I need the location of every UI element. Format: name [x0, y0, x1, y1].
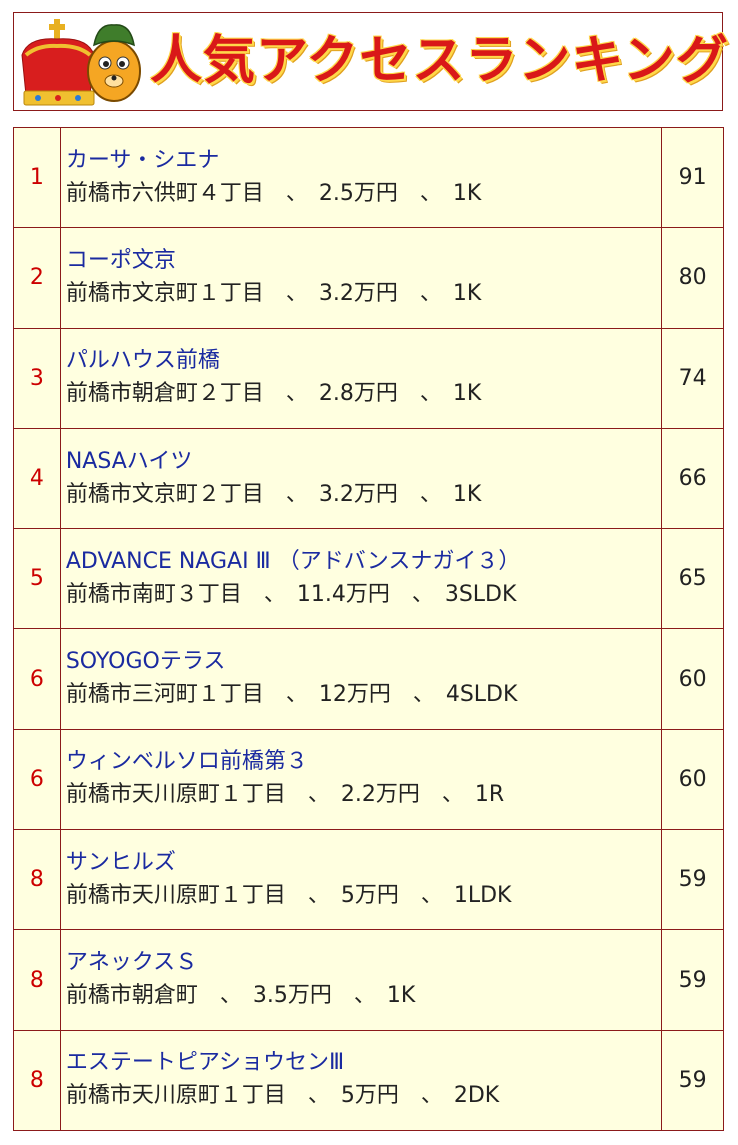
- property-name-link[interactable]: カーサ・シエナ: [65, 147, 220, 173]
- property-name-link[interactable]: エステートピアショウセンⅢ: [65, 1050, 345, 1076]
- property-detail: 前橋市文京町１丁目 、 3.2万円 、 1K: [65, 280, 482, 306]
- rank-number: 6: [13, 628, 61, 730]
- ranking-title: 人気アクセスランキング: [150, 31, 729, 91]
- table-row: 6 SOYOGOテラス 前橋市三河町１丁目 、 12万円 、 4SLDK 60: [13, 628, 724, 730]
- table-row: 4 NASAハイツ 前橋市文京町２丁目 、 3.2万円 、 1K 66: [13, 427, 724, 530]
- table-row: 3 パルハウス前橋 前橋市朝倉町２丁目 、 2.8万円 、 1K 74: [13, 327, 724, 429]
- ranking-table: 1 カーサ・シエナ 前橋市六供町４丁目 、 2.5万円 、 1K 91 2 コー…: [13, 126, 724, 1131]
- property-name-link[interactable]: パルハウス前橋: [65, 348, 220, 374]
- rank-number: 8: [13, 929, 61, 1031]
- property-detail: 前橋市朝倉町 、 3.5万円 、 1K: [65, 983, 416, 1009]
- rank-number: 1: [13, 126, 61, 229]
- property-detail: 前橋市南町３丁目 、 11.4万円 、 3SLDK: [65, 581, 517, 607]
- property-detail: 前橋市六供町４丁目 、 2.5万円 、 1K: [65, 180, 482, 206]
- property-info: NASAハイツ 前橋市文京町２丁目 、 3.2万円 、 1K: [59, 427, 663, 530]
- rank-number: 5: [13, 528, 61, 630]
- property-info: ウィンベルソロ前橋第３ 前橋市天川原町１丁目 、 2.2万円 、 1R: [59, 728, 663, 831]
- property-detail: 前橋市天川原町１丁目 、 2.2万円 、 1R: [65, 782, 505, 808]
- table-row: 1 カーサ・シエナ 前橋市六供町４丁目 、 2.5万円 、 1K 91: [13, 126, 724, 229]
- rank-number: 8: [13, 829, 61, 931]
- table-row: 6 ウィンベルソロ前橋第３ 前橋市天川原町１丁目 、 2.2万円 、 1R 60: [13, 728, 724, 831]
- table-row: 2 コーポ文京 前橋市文京町１丁目 、 3.2万円 、 1K 80: [13, 227, 724, 329]
- rank-number: 3: [13, 327, 61, 429]
- property-detail: 前橋市天川原町１丁目 、 5万円 、 2DK: [65, 1083, 500, 1109]
- table-row: 8 アネックスＳ 前橋市朝倉町 、 3.5万円 、 1K 59: [13, 929, 724, 1031]
- rank-number: 4: [13, 427, 61, 530]
- property-name-link[interactable]: コーポ文京: [65, 247, 176, 273]
- access-count: 59: [661, 1029, 724, 1131]
- property-name-link[interactable]: NASAハイツ: [65, 448, 193, 474]
- ranking-banner: 人気アクセスランキング: [13, 12, 728, 111]
- access-count: 59: [661, 829, 724, 931]
- access-count: 59: [661, 929, 724, 1031]
- property-info: ADVANCE NAGAI Ⅲ （アドバンスナガイ３） 前橋市南町３丁目 、 1…: [59, 528, 663, 630]
- property-info: サンヒルズ 前橋市天川原町１丁目 、 5万円 、 1LDK: [59, 829, 663, 931]
- property-detail: 前橋市朝倉町２丁目 、 2.8万円 、 1K: [65, 381, 482, 407]
- access-count: 91: [661, 126, 724, 229]
- property-info: カーサ・シエナ 前橋市六供町４丁目 、 2.5万円 、 1K: [59, 126, 663, 229]
- crown-mascot-icon: [21, 19, 141, 106]
- property-name-link[interactable]: サンヒルズ: [65, 849, 176, 875]
- access-count: 80: [661, 227, 724, 329]
- rank-number: 2: [13, 227, 61, 329]
- crown-icon: [21, 19, 95, 106]
- rank-number: 6: [13, 728, 61, 831]
- access-count: 66: [661, 427, 724, 530]
- property-name-link[interactable]: ウィンベルソロ前橋第３: [65, 749, 308, 775]
- property-info: SOYOGOテラス 前橋市三河町１丁目 、 12万円 、 4SLDK: [59, 628, 663, 730]
- property-detail: 前橋市天川原町１丁目 、 5万円 、 1LDK: [65, 882, 512, 908]
- property-info: コーポ文京 前橋市文京町１丁目 、 3.2万円 、 1K: [59, 227, 663, 329]
- access-count: 60: [661, 628, 724, 730]
- property-info: アネックスＳ 前橋市朝倉町 、 3.5万円 、 1K: [59, 929, 663, 1031]
- access-count: 65: [661, 528, 724, 630]
- property-name-link[interactable]: SOYOGOテラス: [65, 649, 226, 675]
- mascot-icon: [87, 24, 141, 102]
- table-row: 5 ADVANCE NAGAI Ⅲ （アドバンスナガイ３） 前橋市南町３丁目 、…: [13, 528, 724, 630]
- table-row: 8 エステートピアショウセンⅢ 前橋市天川原町１丁目 、 5万円 、 2DK 5…: [13, 1029, 724, 1131]
- property-info: パルハウス前橋 前橋市朝倉町２丁目 、 2.8万円 、 1K: [59, 327, 663, 429]
- access-count: 74: [661, 327, 724, 429]
- table-row: 8 サンヒルズ 前橋市天川原町１丁目 、 5万円 、 1LDK 59: [13, 829, 724, 931]
- property-name-link[interactable]: ADVANCE NAGAI Ⅲ （アドバンスナガイ３）: [65, 548, 521, 574]
- property-name-link[interactable]: アネックスＳ: [65, 950, 198, 976]
- property-detail: 前橋市文京町２丁目 、 3.2万円 、 1K: [65, 481, 482, 507]
- property-detail: 前橋市三河町１丁目 、 12万円 、 4SLDK: [65, 682, 518, 708]
- rank-number: 8: [13, 1029, 61, 1131]
- property-info: エステートピアショウセンⅢ 前橋市天川原町１丁目 、 5万円 、 2DK: [59, 1029, 663, 1131]
- access-count: 60: [661, 728, 724, 831]
